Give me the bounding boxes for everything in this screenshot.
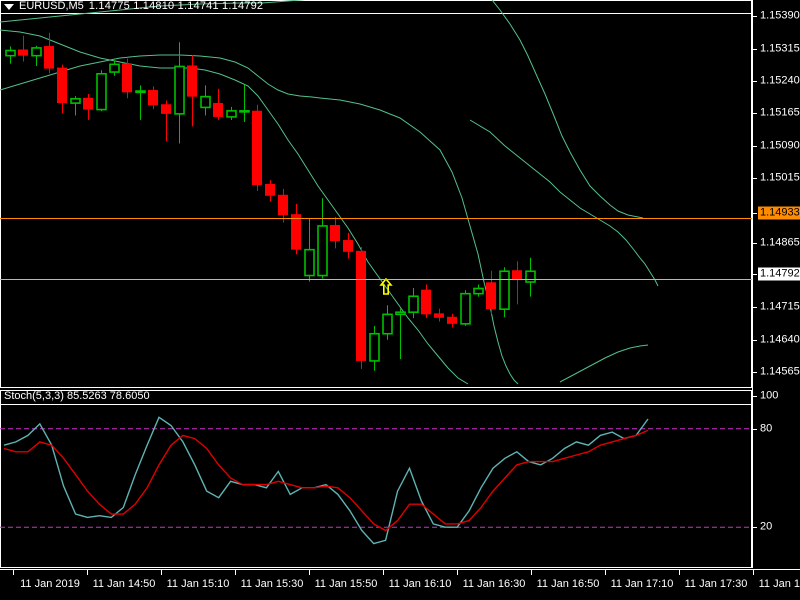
stochastic-tick xyxy=(752,428,757,430)
price-tick xyxy=(752,274,757,276)
time-axis-label: 11 Jan 17:10 xyxy=(610,578,674,590)
time-tick xyxy=(13,570,14,575)
stochastic-axis-label: 100 xyxy=(760,389,779,402)
time-scale[interactable]: 11 Jan 2019 11 Jan 14:50 11 Jan 15:10 11 Ja… xyxy=(0,570,800,600)
time-tick xyxy=(235,570,236,575)
price-chart-pane[interactable] xyxy=(0,0,752,388)
level-line-orange[interactable] xyxy=(0,218,752,219)
stochastic-tick xyxy=(752,396,757,397)
price-tick xyxy=(752,81,757,83)
price-axis-label: 1.15165 xyxy=(760,106,800,119)
time-tick xyxy=(161,570,162,575)
price-axis-label: 1.15240 xyxy=(760,74,800,87)
time-axis-label: 11 Jan 16:30 xyxy=(462,578,526,590)
price-tick xyxy=(752,113,757,115)
ohlc-values: 1.14775 1.14810 1.14741 1.14792 xyxy=(88,0,264,12)
time-tick xyxy=(457,570,458,575)
chevron-down-icon[interactable] xyxy=(4,3,14,10)
time-axis-label: 11 Jan 17:50 xyxy=(758,578,800,590)
indicator-label: Stoch(5,3,3) 85.5263 78.6050 xyxy=(4,390,150,402)
price-tick xyxy=(752,339,757,341)
price-axis-label: 1.14640 xyxy=(760,333,800,346)
price-tick xyxy=(752,178,757,180)
time-axis-label: 11 Jan 17:30 xyxy=(684,578,748,590)
price-scale[interactable]: 1.15390 1.15315 1.15240 1.15165 1.15090 1.150… xyxy=(752,0,800,388)
time-tick xyxy=(605,570,606,575)
time-axis-label: 11 Jan 15:10 xyxy=(166,578,230,590)
time-axis-separator xyxy=(0,569,800,570)
chart-header: EURUSD,M5 1.14775 1.14810 1.14741 1.1479… xyxy=(0,0,263,13)
time-tick xyxy=(87,570,88,575)
price-axis-label: 1.15090 xyxy=(760,139,800,152)
time-axis-label: 11 Jan 16:10 xyxy=(388,578,452,590)
time-tick xyxy=(753,570,754,575)
price-axis-label: 1.14715 xyxy=(760,300,800,313)
price-tick xyxy=(752,145,757,147)
symbol-label: EURUSD,M5 xyxy=(19,0,84,12)
stochastic-tick xyxy=(752,527,757,529)
price-chart-canvas xyxy=(0,0,752,388)
price-tick xyxy=(752,242,757,244)
time-axis-label: 11 Jan 16:50 xyxy=(536,578,600,590)
price-axis-label: 1.15015 xyxy=(760,171,800,184)
price-tick xyxy=(752,16,757,18)
stochastic-canvas xyxy=(0,390,752,568)
time-axis-label: 11 Jan 2019 xyxy=(20,578,80,590)
price-tick xyxy=(752,372,757,374)
level-price-label[interactable]: 1.14933 xyxy=(758,206,800,220)
price-tick xyxy=(752,48,757,50)
time-tick xyxy=(679,570,680,575)
price-axis-label: 1.15315 xyxy=(760,42,800,55)
current-price-label[interactable]: 1.14792 xyxy=(758,267,800,281)
price-axis-label: 1.15390 xyxy=(760,9,800,22)
time-tick xyxy=(531,570,532,575)
time-axis-label: 11 Jan 15:30 xyxy=(240,578,304,590)
time-tick xyxy=(309,570,310,575)
price-axis-label: 1.14865 xyxy=(760,236,800,249)
time-axis-label: 11 Jan 15:50 xyxy=(314,578,378,590)
price-tick xyxy=(752,213,757,215)
stochastic-scale[interactable]: 100 80 20 xyxy=(752,390,800,568)
stochastic-pane[interactable] xyxy=(0,390,752,568)
stochastic-axis-label: 80 xyxy=(760,422,773,435)
price-tick xyxy=(752,307,757,309)
current-price-line[interactable] xyxy=(0,279,752,280)
axis-separator xyxy=(752,0,753,568)
stochastic-axis-label: 20 xyxy=(760,520,773,533)
time-tick xyxy=(383,570,384,575)
time-axis-label: 11 Jan 14:50 xyxy=(92,578,156,590)
price-axis-label: 1.14565 xyxy=(760,365,800,378)
